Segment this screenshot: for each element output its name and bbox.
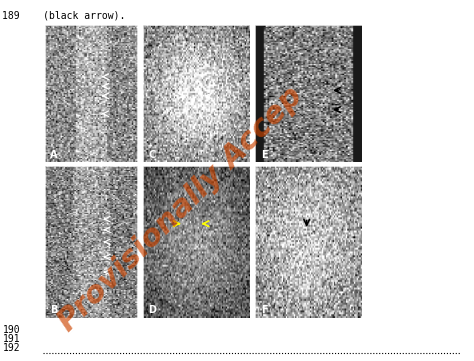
Text: 189    (black arrow).: 189 (black arrow).: [2, 11, 126, 21]
Text: D: D: [148, 305, 156, 315]
Text: 192: 192: [2, 343, 20, 353]
Text: E: E: [261, 149, 267, 160]
Text: F: F: [261, 305, 267, 315]
Text: A: A: [50, 149, 57, 160]
Text: Provisionally Accep: Provisionally Accep: [52, 82, 308, 337]
Text: B: B: [50, 305, 57, 315]
Text: 190: 190: [2, 325, 20, 335]
Text: 191: 191: [2, 334, 20, 344]
Text: C: C: [148, 149, 156, 160]
